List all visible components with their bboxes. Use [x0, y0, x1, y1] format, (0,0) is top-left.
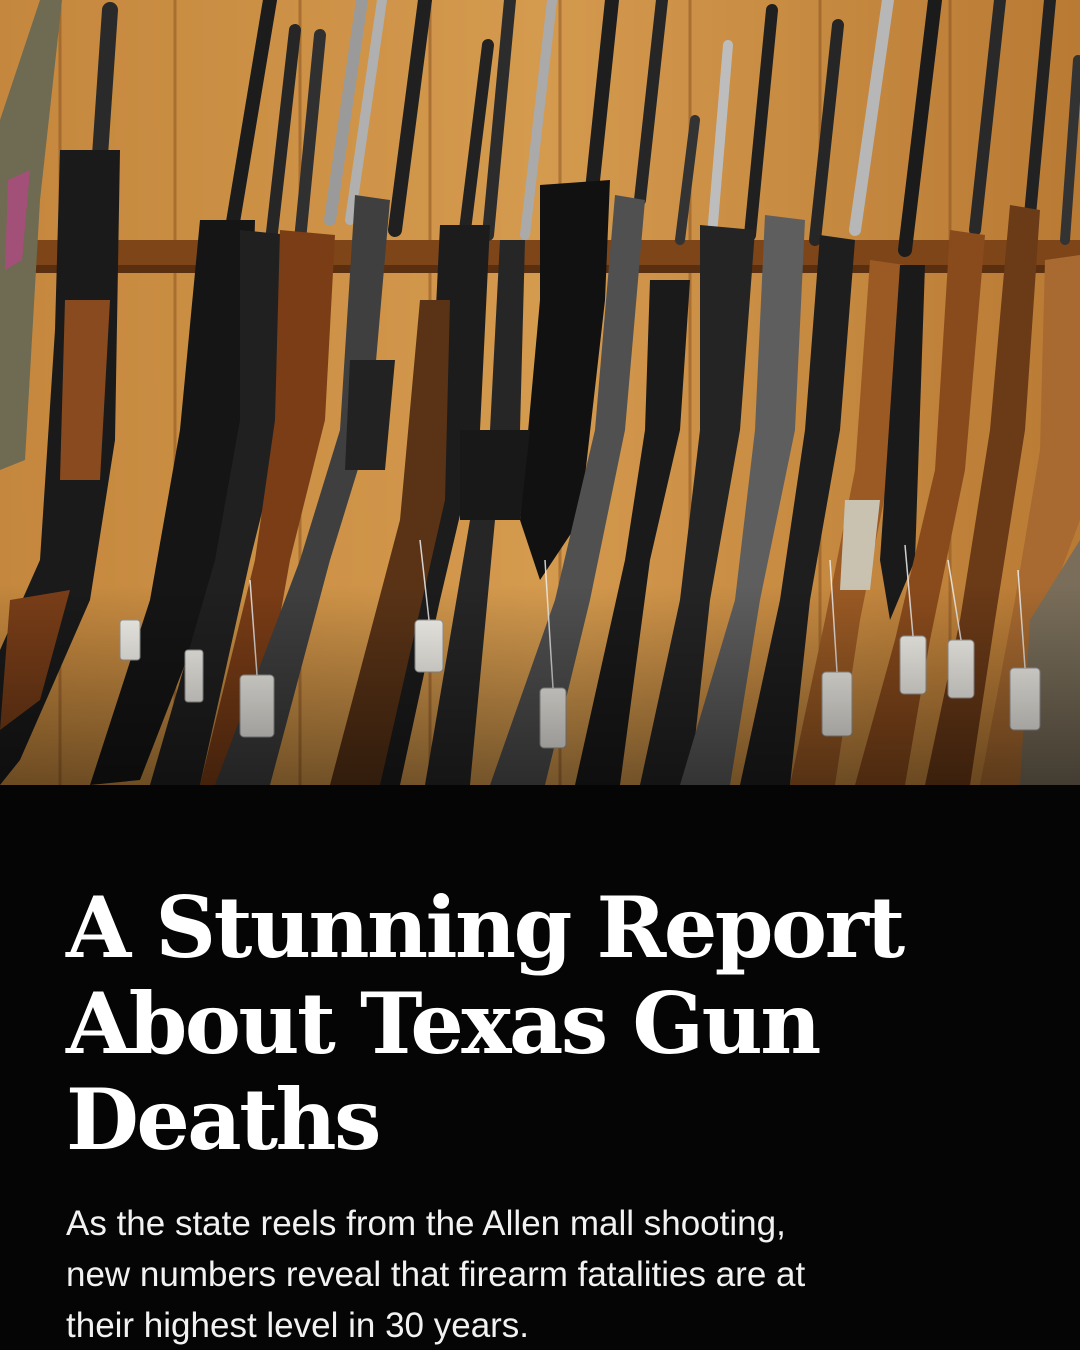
dek-line-2: new numbers reveal that firearm fataliti… [66, 1255, 806, 1294]
dek-line-3: their highest level in 30 years. [66, 1306, 530, 1345]
headline-line-1: A Stunning Report [66, 878, 905, 977]
dek-line-1: As the state reels from the Allen mall s… [66, 1204, 786, 1243]
rifle-rack-photo [0, 0, 1080, 785]
headline-line-2: About Texas Gun [66, 974, 821, 1073]
article-text: A Stunning Report About Texas Gun Deaths… [66, 880, 1026, 1350]
headline-line-3: Deaths [66, 1070, 381, 1169]
rifle-rack-illustration [0, 0, 1080, 785]
dek: As the state reels from the Allen mall s… [66, 1198, 1026, 1350]
headline[interactable]: A Stunning Report About Texas Gun Deaths [66, 880, 1026, 1168]
